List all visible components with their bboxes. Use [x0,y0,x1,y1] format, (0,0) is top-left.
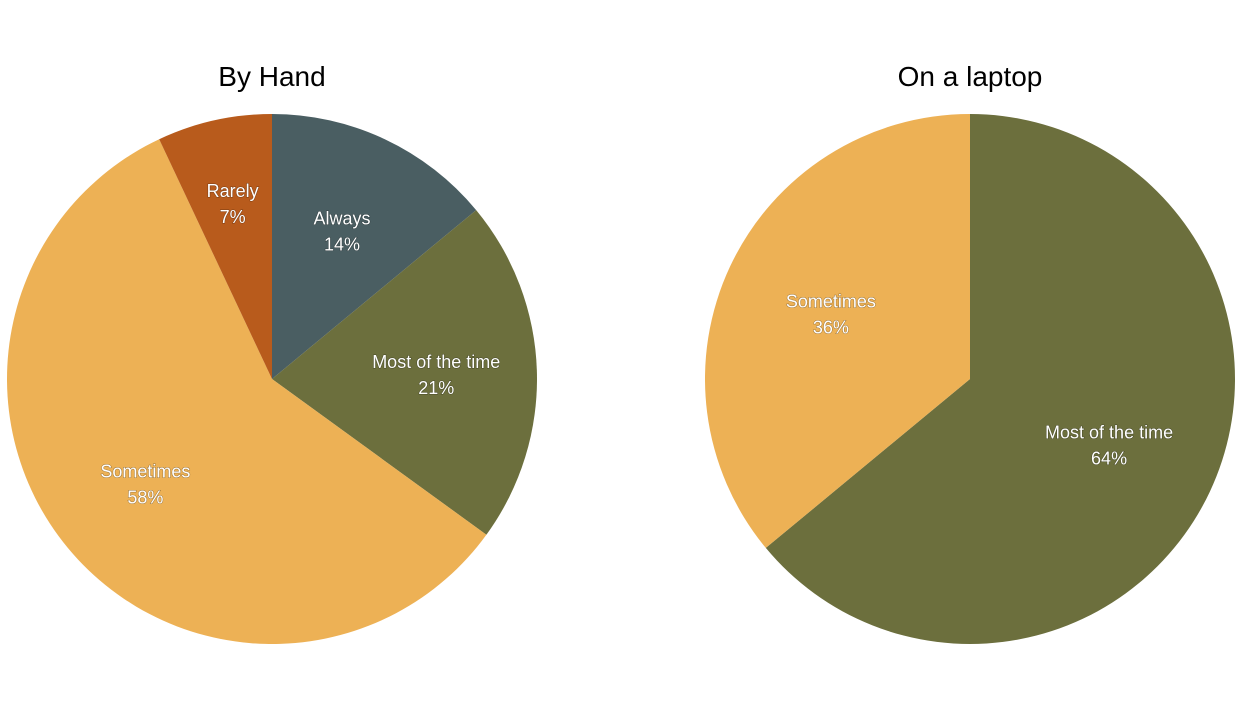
pie-slices [6,114,538,644]
pie-value-always: 14% [324,234,360,254]
pie-value-most-of-the-time: 21% [418,378,454,398]
chart-title: By Hand [218,61,325,92]
pie-label-always: Always [313,208,370,228]
pie-value-sometimes: 58% [127,488,163,508]
pie-label-most-of-the-time: Most of the time [372,352,500,372]
pie-slices [705,114,1235,644]
pie-labels: Most of the time 64% Sometimes 36% [785,291,1173,469]
pie-chart-on-a-laptop: On a laptop Most of the time 64% Sometimes… [705,61,1235,644]
pie-slice-sometimes [6,139,487,644]
pie-slice-always [272,114,477,379]
pie-label-rarely: Rarely [207,181,259,201]
pie-slice-rarely [159,114,272,379]
pie-slice-sometimes [705,114,970,548]
pie-slice-most-of-the-time [765,114,1235,644]
pie-value-rarely: 7% [220,207,246,227]
pie-label-sometimes: Sometimes [786,292,876,312]
pie-labels: Always 14% Most of the time 21% Sometimes 58%… [100,181,501,509]
pie-label-most-of-the-time: Most of the time [1045,422,1173,442]
pie-label-sometimes: Sometimes [100,462,190,482]
pie-chart-by-hand: By Hand Always 14% Most of the time 21% Some… [6,61,538,644]
pie-slice-most-of-the-time [272,210,538,535]
pie-value-most-of-the-time: 64% [1091,448,1127,468]
chart-title: On a laptop [898,61,1043,92]
pie-value-sometimes: 36% [813,318,849,338]
